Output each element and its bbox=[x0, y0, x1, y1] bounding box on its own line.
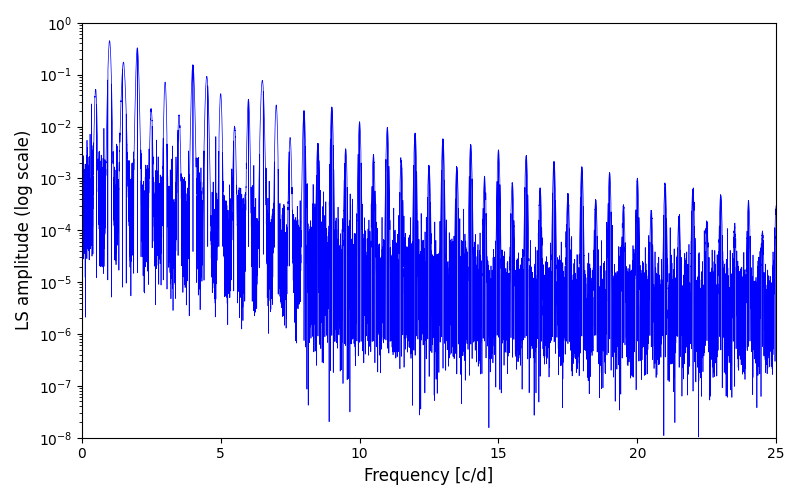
Y-axis label: LS amplitude (log scale): LS amplitude (log scale) bbox=[15, 130, 33, 330]
X-axis label: Frequency [c/d]: Frequency [c/d] bbox=[364, 467, 494, 485]
